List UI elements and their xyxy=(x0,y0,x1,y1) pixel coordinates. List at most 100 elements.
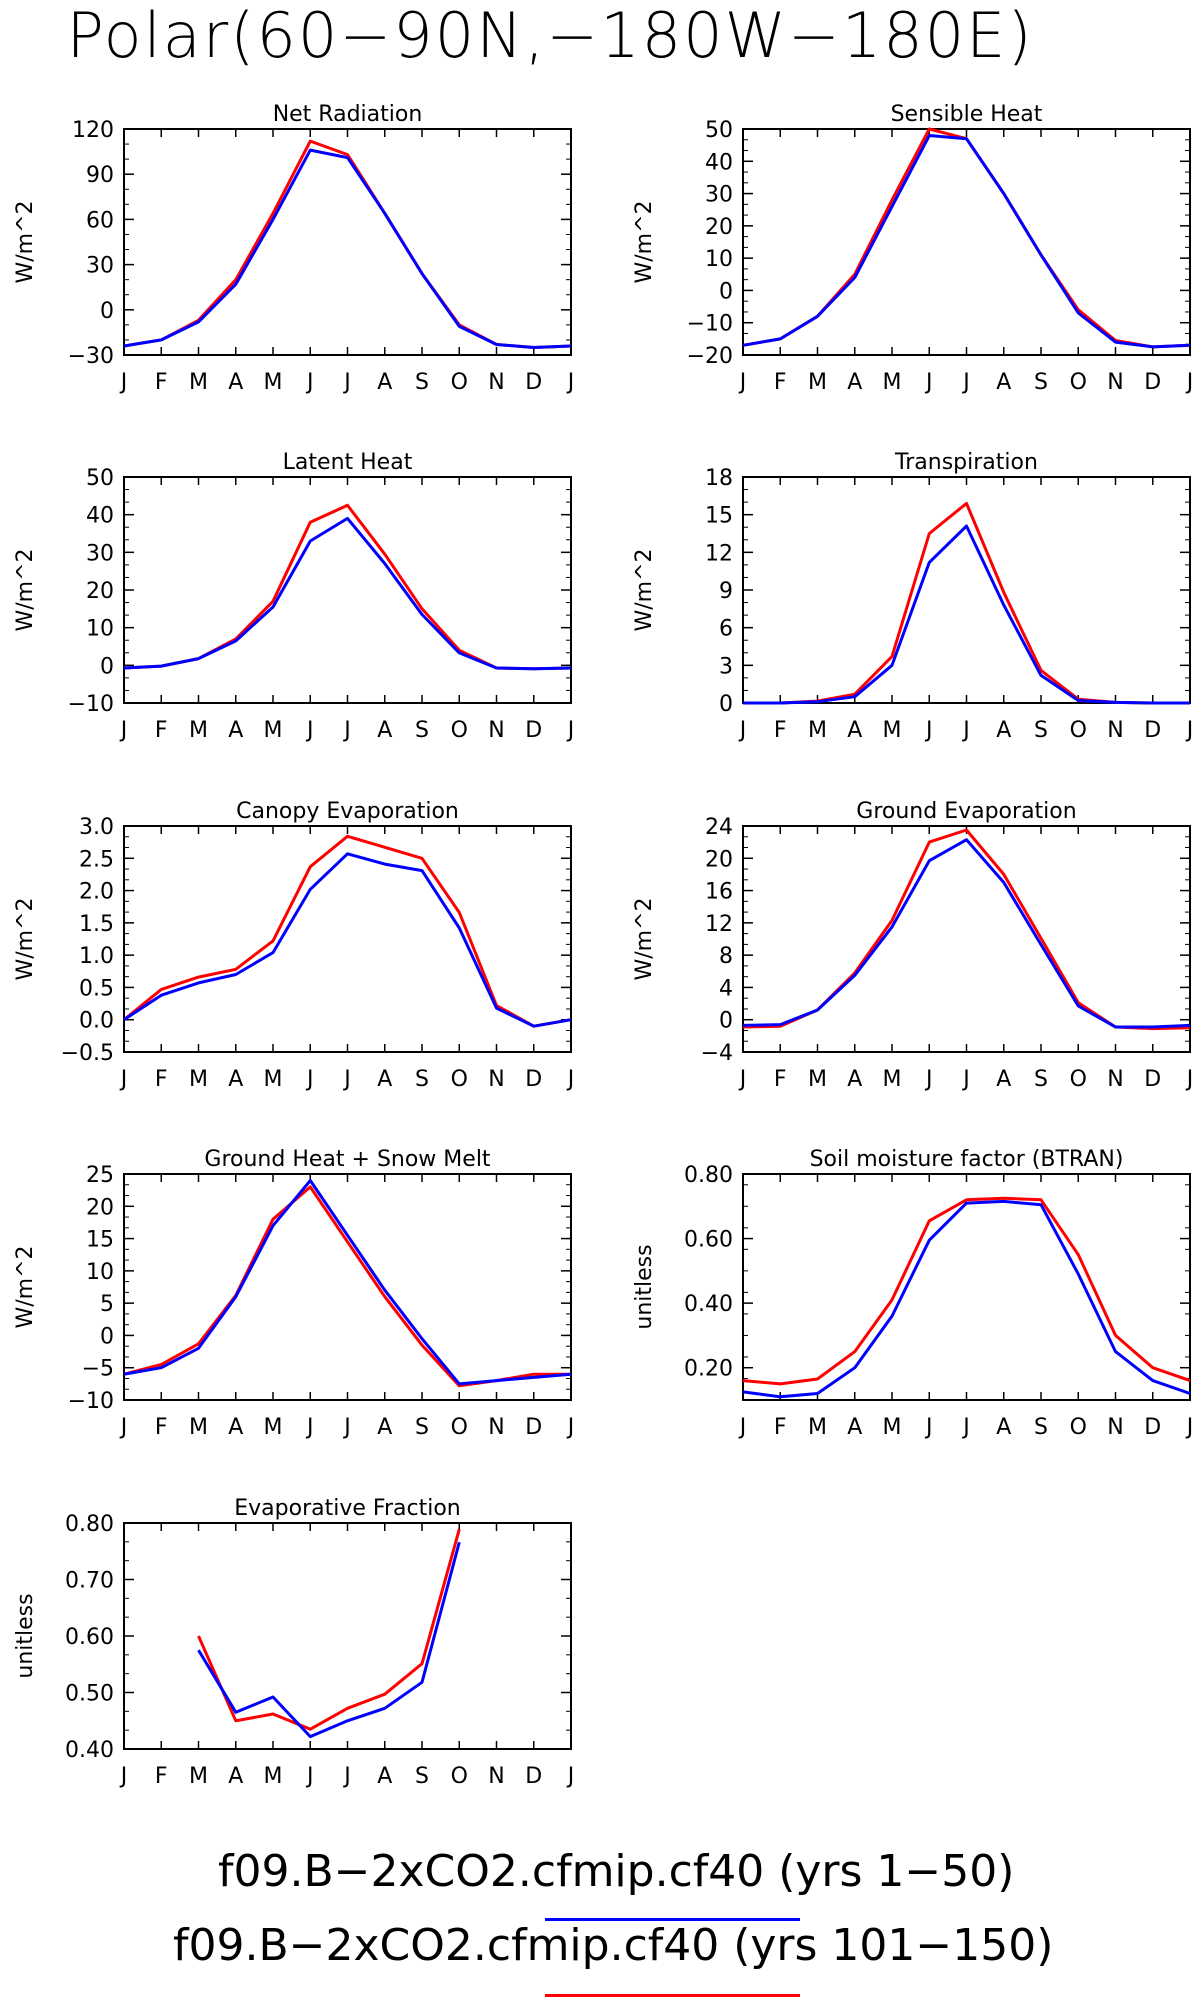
x-tick-label: M xyxy=(189,1415,208,1440)
y-tick-label: 0.40 xyxy=(65,1738,114,1763)
x-tick-label: M xyxy=(264,718,283,743)
x-tick-label: A xyxy=(377,370,392,395)
x-tick-label: A xyxy=(377,1067,392,1092)
x-tick-label: F xyxy=(155,1415,168,1440)
y-axis-label: W/m^2 xyxy=(13,897,38,980)
y-tick-label: 20 xyxy=(86,1195,114,1220)
y-axis-label: W/m^2 xyxy=(632,200,657,283)
panel-title: Latent Heat xyxy=(283,450,413,475)
y-tick-label: 1.5 xyxy=(79,912,114,937)
y-axis-label: W/m^2 xyxy=(13,200,38,283)
y-tick-label: 6 xyxy=(719,617,733,642)
y-axis-label: W/m^2 xyxy=(632,897,657,980)
x-tick-label: F xyxy=(774,1067,787,1092)
y-tick-label: 2.0 xyxy=(79,880,114,905)
y-tick-label: 3.0 xyxy=(79,815,114,840)
x-tick-label: J xyxy=(566,1415,575,1440)
panel-title: Canopy Evaporation xyxy=(236,799,459,824)
x-tick-label: N xyxy=(1107,718,1123,743)
y-tick-label: 0.0 xyxy=(79,1009,114,1034)
x-tick-label: M xyxy=(189,718,208,743)
y-tick-label: 90 xyxy=(86,163,114,188)
legend-label-series-2: f09.B−2xCO2.cfmip.cf40 (yrs 101−150) xyxy=(173,1920,1054,1971)
x-tick-label: A xyxy=(996,1067,1011,1092)
x-tick-label: N xyxy=(1107,370,1123,395)
y-tick-label: 8 xyxy=(719,944,733,969)
x-tick-label: J xyxy=(566,370,575,395)
y-tick-label: 5 xyxy=(100,1292,114,1317)
plot-frame xyxy=(123,1173,572,1401)
legend-swatch-series-1 xyxy=(545,1918,800,1921)
x-tick-label: S xyxy=(415,718,429,743)
series-line-2 xyxy=(123,834,572,1028)
y-tick-label: −10 xyxy=(68,692,114,717)
x-tick-label: J xyxy=(342,1067,351,1092)
panel-title: Evaporative Fraction xyxy=(234,1496,460,1521)
x-tick-label: J xyxy=(119,1067,128,1092)
y-tick-label: 0.70 xyxy=(65,1569,114,1594)
x-tick-label: J xyxy=(924,1067,933,1092)
x-tick-label: A xyxy=(847,1415,862,1440)
x-tick-label: J xyxy=(738,718,747,743)
x-tick-label: F xyxy=(774,370,787,395)
plot-frame xyxy=(123,825,572,1053)
x-tick-label: J xyxy=(961,1067,970,1092)
chart-panel-5: J F M A M J J A S O N D J3.02.52.01.51.00.50.0−0.5Ca… xyxy=(13,799,574,1092)
y-axis-label: W/m^2 xyxy=(13,1245,38,1328)
y-axis-label: unitless xyxy=(632,1244,657,1329)
x-tick-label: J xyxy=(119,1415,128,1440)
series-line-1 xyxy=(742,1199,1191,1399)
x-tick-label: J xyxy=(566,718,575,743)
x-tick-label: A xyxy=(847,718,862,743)
legend-label-series-1: f09.B−2xCO2.cfmip.cf40 (yrs 1−50) xyxy=(218,1846,1015,1897)
x-tick-label: M xyxy=(264,1764,283,1789)
x-tick-label: S xyxy=(1034,1067,1048,1092)
y-tick-label: 40 xyxy=(86,504,114,529)
y-tick-label: 0.40 xyxy=(684,1292,733,1317)
x-tick-label: J xyxy=(119,1764,128,1789)
y-tick-label: 9 xyxy=(719,579,733,604)
y-tick-label: −4 xyxy=(701,1041,733,1066)
x-tick-label: M xyxy=(808,1415,827,1440)
y-tick-label: 0.20 xyxy=(684,1357,733,1382)
x-tick-label: M xyxy=(264,370,283,395)
x-tick-label: M xyxy=(189,370,208,395)
x-tick-label: J xyxy=(342,1764,351,1789)
x-tick-label: O xyxy=(451,1067,468,1092)
x-tick-label: M xyxy=(883,718,902,743)
x-tick-label: A xyxy=(228,718,243,743)
y-tick-label: 30 xyxy=(86,254,114,279)
y-tick-label: 50 xyxy=(705,118,733,143)
x-tick-label: J xyxy=(1185,718,1194,743)
y-tick-label: 0 xyxy=(719,692,733,717)
panel-title: Sensible Heat xyxy=(891,102,1043,127)
series-line-1 xyxy=(123,1179,572,1386)
x-tick-label: D xyxy=(525,1067,542,1092)
x-tick-label: D xyxy=(1144,1415,1161,1440)
y-tick-label: −30 xyxy=(68,344,114,369)
y-tick-label: 0.5 xyxy=(79,976,114,1001)
y-tick-label: 10 xyxy=(86,1260,114,1285)
y-axis-label: W/m^2 xyxy=(632,548,657,631)
x-tick-label: O xyxy=(1070,370,1087,395)
x-tick-label: J xyxy=(1185,1067,1194,1092)
x-tick-label: J xyxy=(738,370,747,395)
x-tick-label: F xyxy=(155,718,168,743)
y-tick-label: 30 xyxy=(705,183,733,208)
x-tick-label: J xyxy=(305,718,314,743)
y-tick-label: 12 xyxy=(705,541,733,566)
x-tick-label: A xyxy=(377,718,392,743)
x-tick-label: A xyxy=(228,370,243,395)
x-tick-label: A xyxy=(228,1067,243,1092)
x-tick-label: J xyxy=(566,1764,575,1789)
plot-frame xyxy=(742,825,1191,1053)
x-tick-label: J xyxy=(961,718,970,743)
y-tick-label: 15 xyxy=(86,1228,114,1253)
x-tick-label: J xyxy=(924,718,933,743)
series-line-1 xyxy=(123,148,572,349)
y-tick-label: 60 xyxy=(86,208,114,233)
series-line-1 xyxy=(123,516,572,671)
x-tick-label: D xyxy=(525,370,542,395)
x-tick-label: O xyxy=(1070,1415,1087,1440)
